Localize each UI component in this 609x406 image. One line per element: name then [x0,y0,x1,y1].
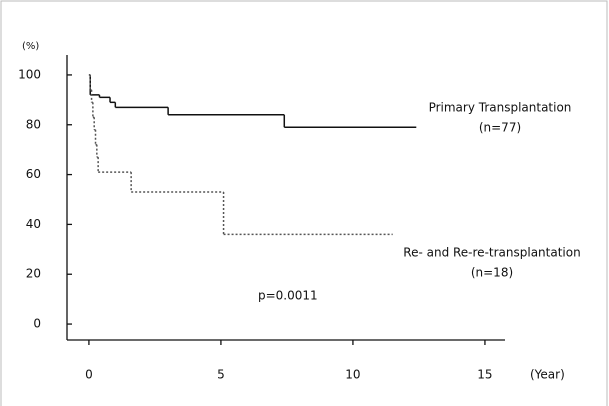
y-tick-label: 40 [26,217,41,231]
x-tick-label: 15 [477,368,492,382]
x-tick-label: 5 [217,368,225,382]
series-n: (n=77) [479,121,521,135]
series-n: (n=18) [471,266,513,280]
y-tick-label: 80 [26,117,41,131]
series-label: Primary Transplantation [429,101,572,115]
annotation: p=0.0011 [258,289,318,303]
y-axis-label: (%) [22,41,39,52]
y-tick-label: 60 [26,167,41,181]
x-tick-label: 10 [345,368,360,382]
x-axis-label: (Year) [530,368,565,382]
x-tick-label: 0 [85,368,93,382]
series-label: Re- and Re-re-transplantation [403,246,580,260]
y-tick-label: 20 [26,267,41,281]
y-tick-label: 0 [33,317,41,331]
y-tick-label: 100 [18,67,41,81]
